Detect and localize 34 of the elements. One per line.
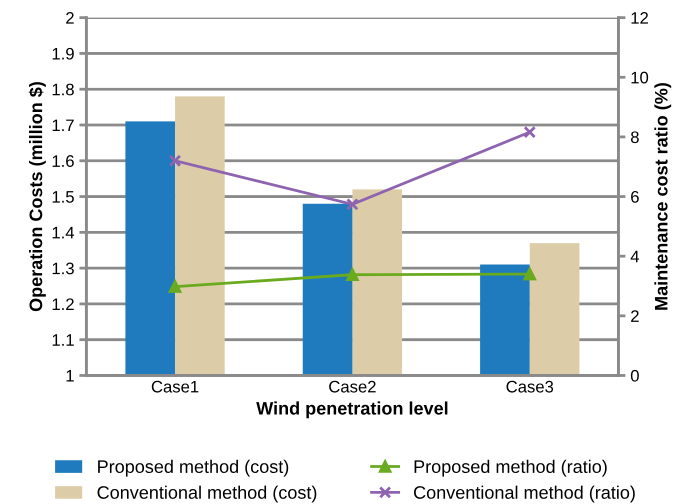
legend-label: Conventional method (ratio)	[414, 486, 635, 502]
y-tick-label: 1.8	[52, 84, 74, 96]
x-tick-label: Case1	[152, 380, 198, 393]
y2-tick-label: 4	[630, 250, 640, 262]
y-tick-label: 2	[66, 12, 74, 24]
legend-label: Proposed method (ratio)	[414, 460, 607, 477]
y2-tick-label: 12	[632, 12, 648, 24]
y-tick-label: 1.5	[52, 191, 74, 203]
point	[524, 126, 536, 138]
y-tick-label: 1.1	[52, 334, 74, 346]
point	[346, 198, 359, 211]
y-tick-label: 1	[66, 370, 74, 382]
y-tick-label: 1.3	[52, 262, 74, 274]
point	[168, 154, 182, 168]
point	[346, 268, 359, 281]
point	[168, 280, 182, 293]
x-tick-label: Case2	[329, 380, 376, 393]
x-tick-label: Case3	[506, 380, 554, 393]
y2-tick-label: 0	[630, 370, 639, 382]
x-axis-title: Wind penetration level	[256, 401, 448, 418]
y-tick-label: 1.4	[52, 226, 74, 238]
y-tick-label: 1.2	[52, 298, 74, 310]
y-axis-title: Operation Costs (million $)	[28, 82, 46, 312]
y-tick-label: 1.9	[52, 48, 74, 60]
y-tick-label: 1.6	[52, 155, 74, 167]
legend-label: Conventional method (cost)	[98, 486, 316, 502]
legend-label: Proposed method (cost)	[98, 460, 288, 477]
y2-tick-label: 8	[630, 131, 639, 144]
y2-tick-label: 2	[631, 310, 639, 322]
y2-axis-title: Maintenance cost ratio (%)	[654, 83, 672, 310]
y2-tick-label: 10	[632, 72, 648, 84]
y2-tick-label: 6	[631, 190, 639, 203]
y-tick-label: 1.7	[52, 120, 74, 132]
point	[524, 268, 536, 280]
